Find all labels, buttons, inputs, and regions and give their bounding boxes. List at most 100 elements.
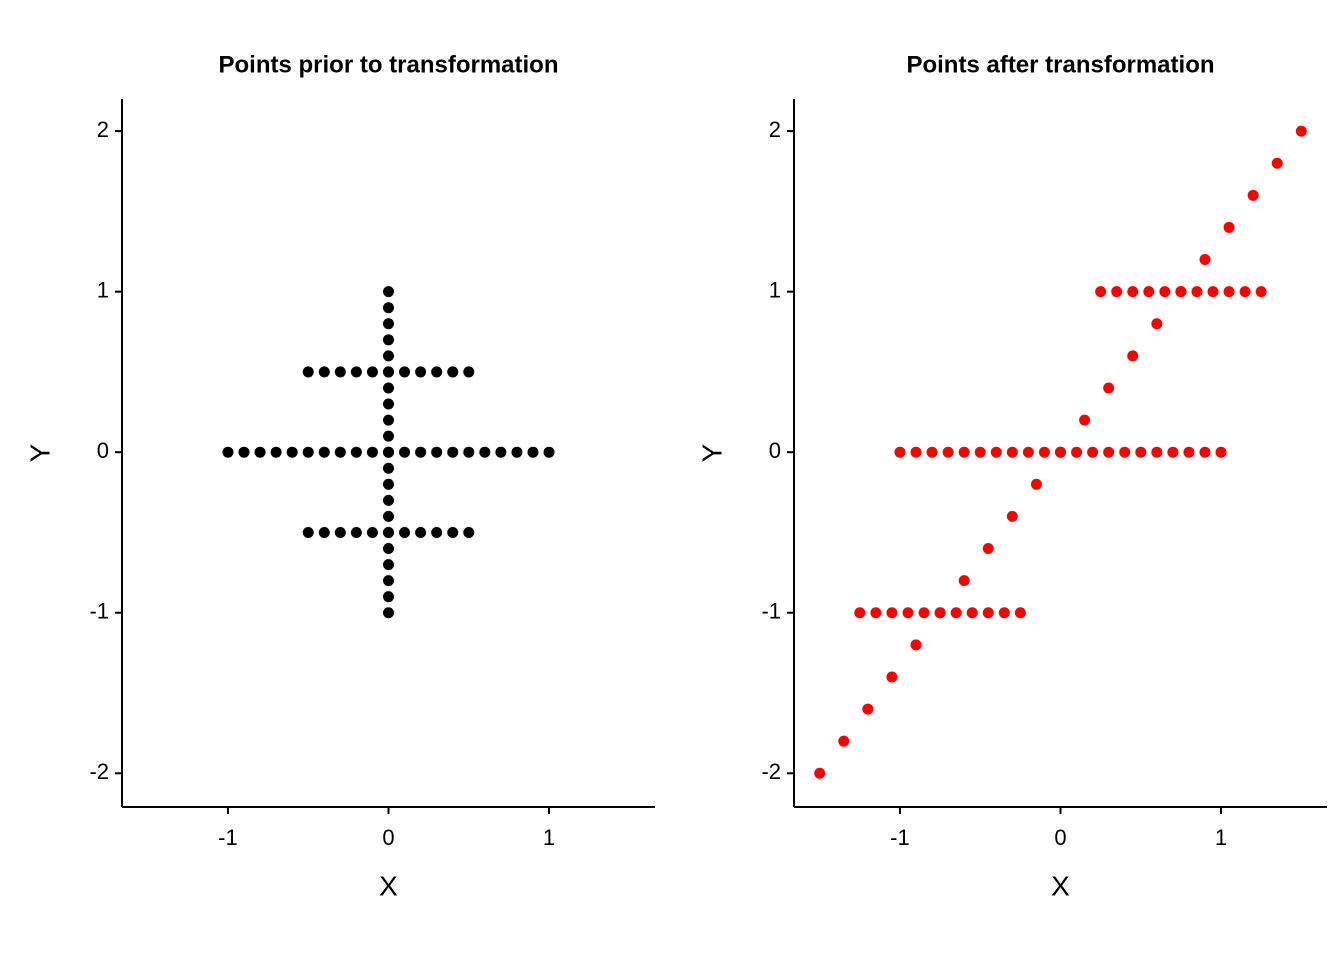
point bbox=[1103, 382, 1115, 394]
point bbox=[1079, 414, 1091, 426]
point bbox=[350, 366, 362, 378]
point bbox=[318, 446, 330, 458]
y-axis-title: Y bbox=[696, 443, 727, 462]
point bbox=[383, 575, 394, 587]
point bbox=[1271, 157, 1283, 169]
y-tick-label: -1 bbox=[761, 599, 781, 624]
point bbox=[463, 366, 475, 378]
point bbox=[302, 446, 314, 458]
point bbox=[998, 607, 1010, 619]
point bbox=[1071, 446, 1083, 458]
point bbox=[1095, 286, 1107, 298]
point bbox=[982, 543, 994, 555]
point bbox=[1159, 286, 1171, 298]
point bbox=[1215, 446, 1227, 458]
point bbox=[910, 639, 922, 651]
y-tick-label: 0 bbox=[97, 438, 109, 463]
point bbox=[1151, 318, 1163, 330]
point bbox=[366, 446, 378, 458]
point bbox=[431, 526, 443, 538]
y-tick-label: 1 bbox=[97, 277, 109, 302]
point bbox=[383, 350, 394, 362]
point bbox=[958, 575, 970, 587]
point bbox=[894, 446, 906, 458]
point bbox=[934, 607, 946, 619]
point bbox=[383, 478, 394, 490]
point bbox=[974, 446, 986, 458]
point bbox=[910, 446, 922, 458]
point bbox=[1223, 286, 1235, 298]
point bbox=[1295, 125, 1307, 137]
x-axis-title: X bbox=[379, 870, 398, 901]
point bbox=[334, 446, 346, 458]
point bbox=[1191, 286, 1203, 298]
point bbox=[383, 462, 394, 474]
point bbox=[383, 494, 394, 506]
point bbox=[1014, 607, 1026, 619]
y-axis-title: Y bbox=[24, 443, 55, 462]
point bbox=[1175, 286, 1187, 298]
point bbox=[270, 446, 282, 458]
y-tick-label: 2 bbox=[769, 117, 781, 142]
point bbox=[383, 382, 394, 394]
point bbox=[854, 607, 866, 619]
point bbox=[383, 526, 394, 538]
point bbox=[447, 446, 459, 458]
x-tick-label: -1 bbox=[218, 825, 238, 850]
point bbox=[982, 607, 994, 619]
point bbox=[1127, 350, 1139, 362]
chart-title: Points after transformation bbox=[906, 51, 1214, 78]
point bbox=[383, 302, 394, 314]
point bbox=[543, 446, 555, 458]
point bbox=[415, 526, 427, 538]
point bbox=[958, 446, 970, 458]
point bbox=[447, 526, 459, 538]
point bbox=[511, 446, 523, 458]
y-tick-label: -1 bbox=[89, 599, 109, 624]
point bbox=[1038, 446, 1050, 458]
point bbox=[254, 446, 266, 458]
point bbox=[990, 446, 1002, 458]
x-tick-label: 1 bbox=[543, 825, 555, 850]
point bbox=[1127, 286, 1139, 298]
point bbox=[399, 366, 411, 378]
point bbox=[415, 366, 427, 378]
point bbox=[447, 366, 459, 378]
point bbox=[334, 366, 346, 378]
point bbox=[1183, 446, 1195, 458]
point bbox=[431, 446, 443, 458]
point bbox=[366, 366, 378, 378]
y-tick-label: -2 bbox=[761, 759, 781, 784]
point bbox=[495, 446, 507, 458]
point bbox=[1239, 286, 1251, 298]
x-tick-label: 0 bbox=[1054, 825, 1066, 850]
point bbox=[1223, 221, 1235, 233]
point bbox=[383, 559, 394, 571]
point bbox=[1207, 286, 1219, 298]
point bbox=[870, 607, 882, 619]
point bbox=[1143, 286, 1155, 298]
x-tick-label: 1 bbox=[1215, 825, 1227, 850]
point bbox=[383, 366, 394, 378]
point bbox=[318, 366, 330, 378]
point bbox=[302, 366, 314, 378]
point bbox=[1167, 446, 1179, 458]
x-tick-label: -1 bbox=[890, 825, 910, 850]
point bbox=[383, 334, 394, 346]
point bbox=[350, 446, 362, 458]
point bbox=[383, 318, 394, 330]
point bbox=[918, 607, 930, 619]
point bbox=[1006, 510, 1018, 522]
x-axis-title: X bbox=[1051, 870, 1070, 901]
point bbox=[286, 446, 298, 458]
point bbox=[950, 607, 962, 619]
y-tick-label: 2 bbox=[97, 117, 109, 142]
point bbox=[1006, 446, 1018, 458]
point bbox=[383, 607, 394, 619]
point bbox=[862, 703, 874, 715]
chart-title: Points prior to transformation bbox=[218, 51, 558, 78]
point bbox=[383, 430, 394, 442]
point bbox=[463, 526, 475, 538]
point bbox=[1247, 189, 1259, 201]
